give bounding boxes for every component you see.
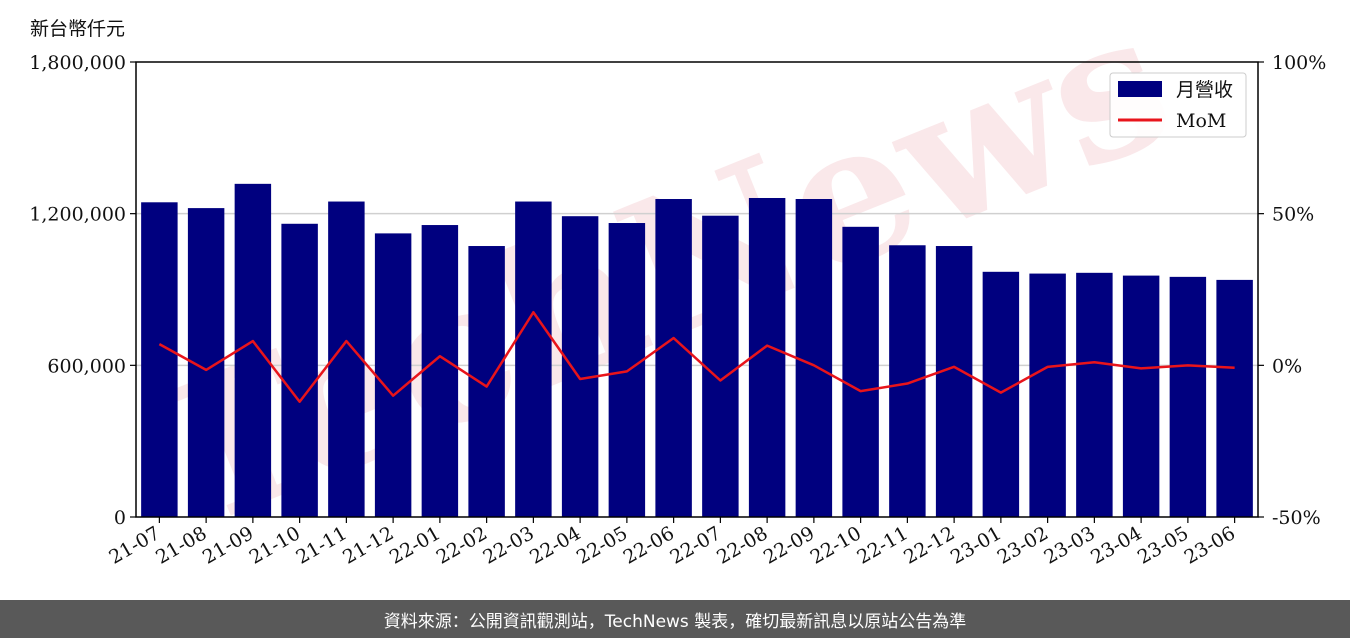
bar [795, 199, 833, 517]
bar [1029, 273, 1066, 517]
x-tick-label: 23-01 [947, 522, 1005, 568]
left-tick-label: 600,000 [47, 355, 126, 377]
x-tick-label: 22-10 [807, 522, 865, 568]
bar [655, 199, 692, 517]
bar [421, 225, 459, 517]
bar [889, 245, 926, 517]
y-axis-unit-label: 新台幣仟元 [30, 18, 126, 40]
legend-swatch-bar [1118, 81, 1162, 97]
bar [234, 183, 272, 518]
x-tick-label: 22-02 [433, 522, 491, 568]
x-tick-label: 23-05 [1134, 522, 1192, 568]
x-tick-label: 22-12 [900, 522, 958, 568]
bar [1216, 279, 1253, 517]
x-tick-label: 22-04 [526, 522, 584, 568]
right-tick-label: 50% [1272, 204, 1314, 226]
chart: TechNews0600,0001,200,0001,800,000-50%0%… [29, 0, 1326, 570]
x-tick-label: 22-05 [573, 522, 631, 568]
bar [468, 246, 505, 517]
bar [1076, 272, 1113, 517]
x-tick-label: 22-11 [853, 522, 911, 568]
right-tick-label: 0% [1272, 355, 1302, 377]
x-tick-label: 22-08 [713, 522, 771, 568]
x-tick-label: 22-09 [760, 522, 818, 568]
right-tick-label: 100% [1272, 52, 1326, 74]
bar [1122, 275, 1160, 517]
bar [515, 201, 552, 518]
bar [935, 246, 973, 517]
left-tick-label: 1,800,000 [29, 52, 126, 74]
x-tick-label: 23-06 [1181, 522, 1239, 568]
bar [374, 233, 412, 517]
bar [842, 226, 879, 518]
x-tick-label: 22-01 [386, 522, 444, 568]
left-tick-label: 0 [114, 507, 126, 529]
bar [982, 271, 1020, 517]
legend-label: 月營收 [1176, 79, 1233, 101]
bar [141, 202, 178, 517]
legend-label: MoM [1176, 110, 1226, 132]
x-tick-label: 21-07 [105, 522, 163, 568]
bar [561, 216, 599, 517]
chart-svg: TechNews0600,0001,200,0001,800,000-50%0%… [29, 0, 1326, 570]
mom-line [158, 311, 1235, 403]
bar [748, 197, 786, 517]
source-footer: 資料來源：公開資訊觀測站，TechNews 製表，確切最新訊息以原站公告為準 [0, 600, 1350, 638]
x-tick-label: 23-03 [1040, 522, 1098, 568]
x-tick-label: 22-03 [479, 522, 537, 568]
bar [702, 215, 739, 517]
x-tick-label: 22-06 [620, 522, 678, 568]
x-tick-label: 23-02 [994, 522, 1052, 568]
x-tick-label: 21-12 [339, 522, 397, 568]
x-tick-label: 23-04 [1087, 522, 1145, 568]
bar [328, 201, 365, 518]
bar [1169, 276, 1207, 517]
right-tick-label: -50% [1272, 507, 1321, 529]
x-tick-label: 21-08 [152, 522, 210, 568]
bar [281, 223, 318, 517]
x-tick-label: 22-07 [666, 522, 724, 568]
left-tick-label: 1,200,000 [29, 204, 126, 226]
plot-frame [135, 61, 1259, 518]
